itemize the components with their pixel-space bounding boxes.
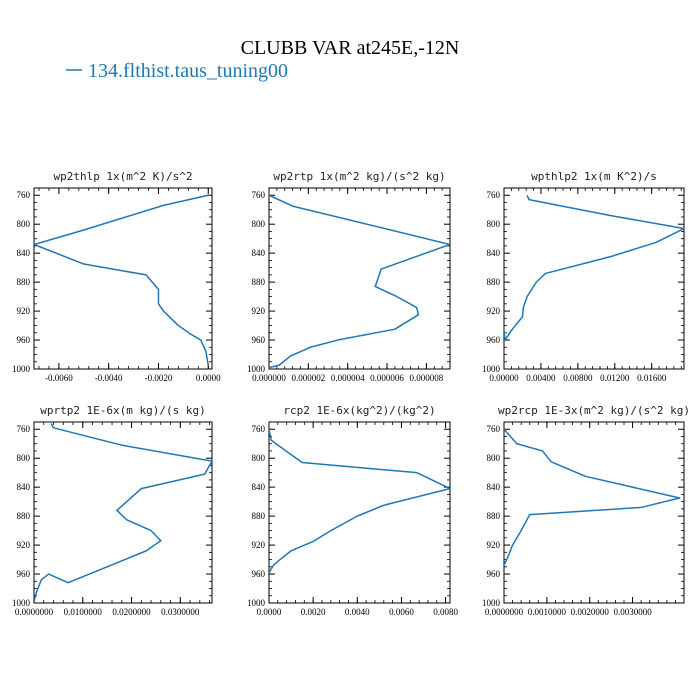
subplot-title: wp2thlp 1x(m^2 K)/s^2 <box>53 170 192 183</box>
x-tick-label: 0.000008 <box>410 373 444 383</box>
subplot-3: wpthlp2 1x(m K^2)/s 760 800 840 880 920 960 100… <box>482 170 685 383</box>
x-tick-label: 0.0080 <box>433 607 458 617</box>
y-tick-label: 880 <box>17 511 31 521</box>
y-tick-label: 840 <box>17 248 31 258</box>
series-line <box>504 428 681 566</box>
plot-frame <box>33 421 213 604</box>
figure-title: CLUBB VAR at245E,-12N <box>241 37 460 59</box>
y-tick-label: 760 <box>252 190 266 200</box>
y-tick-label: 880 <box>252 511 266 521</box>
y-tick-label: 1000 <box>482 364 501 374</box>
subplot-2: wp2rtp 1x(m^2 kg)/(s^2 kg) 760 800 840 880 92… <box>247 170 451 383</box>
y-tick-label: 760 <box>487 424 501 434</box>
y-tick-label: 800 <box>17 453 31 463</box>
series-line <box>34 423 212 602</box>
y-tick-label: 800 <box>252 219 266 229</box>
y-tick-label: 920 <box>252 540 266 550</box>
subplot-title: wp2rtp 1x(m^2 kg)/(s^2 kg) <box>273 170 445 183</box>
x-tick-label: 0.0000 <box>257 607 282 617</box>
x-tick-label: 0.000006 <box>370 373 404 383</box>
y-tick-label: 1000 <box>482 598 501 608</box>
x-tick-label: 0.0300000 <box>161 607 200 617</box>
y-tick-label: 960 <box>487 569 501 579</box>
x-tick-label: 0.0040 <box>345 607 370 617</box>
y-tick-label: 880 <box>252 277 266 287</box>
subplot-1: wp2thlp 1x(m^2 K)/s^2 760 800 840 880 920 960 1… <box>12 170 221 383</box>
x-tick-label: 0.0030000 <box>613 607 652 617</box>
series-line <box>504 194 684 341</box>
x-tick-label: 0.0060 <box>389 607 414 617</box>
x-tick-label: -0.0040 <box>95 373 123 383</box>
x-tick-label: -0.0020 <box>145 373 173 383</box>
y-tick-label: 880 <box>487 277 501 287</box>
y-tick-label: 800 <box>17 219 31 229</box>
subplot-4: wprtp2 1E-6x(m kg)/(s kg) 760 800 840 880 920… <box>12 404 213 617</box>
plot-frame <box>268 187 451 370</box>
x-tick-label: 0.0010000 <box>528 607 567 617</box>
y-tick-label: 760 <box>252 424 266 434</box>
y-tick-label: 920 <box>17 306 31 316</box>
x-tick-label: 0.01600 <box>637 373 667 383</box>
y-tick-label: 920 <box>487 306 501 316</box>
y-tick-label: 960 <box>487 335 501 345</box>
y-tick-label: 920 <box>487 540 501 550</box>
x-tick-label: -0.0060 <box>45 373 73 383</box>
y-tick-label: 800 <box>487 453 501 463</box>
x-tick-label: 0.0200000 <box>112 607 151 617</box>
x-tick-label: 0.0020000 <box>571 607 610 617</box>
y-tick-label: 840 <box>487 482 501 492</box>
x-tick-label: 0.0000000 <box>485 607 524 617</box>
subplot-6: wp2rcp 1E-3x(m^2 kg)/(s^2 kg) 760 800 840 88… <box>482 404 690 617</box>
y-tick-label: 840 <box>252 248 266 258</box>
x-tick-label: 0.0100000 <box>64 607 103 617</box>
y-tick-label: 800 <box>252 453 266 463</box>
x-tick-label: 0.00400 <box>526 373 556 383</box>
subplot-title: wp2rcp 1E-3x(m^2 kg)/(s^2 kg) <box>498 404 690 417</box>
x-tick-label: 0.000004 <box>331 373 365 383</box>
series-line <box>269 429 450 573</box>
subplot-title: wprtp2 1E-6x(m kg)/(s kg) <box>40 404 206 417</box>
y-tick-label: 960 <box>252 569 266 579</box>
y-tick-label: 920 <box>252 306 266 316</box>
subplot-title: rcp2 1E-6x(kg^2)/(kg^2) <box>283 404 435 417</box>
y-tick-label: 1000 <box>247 364 266 374</box>
y-tick-label: 1000 <box>12 364 31 374</box>
subplot-title: wpthlp2 1x(m K^2)/s <box>531 170 657 183</box>
x-tick-label: 0.0000000 <box>15 607 54 617</box>
x-tick-label: 0.01200 <box>600 373 630 383</box>
x-tick-label: 0.000002 <box>291 373 325 383</box>
y-tick-label: 960 <box>252 335 266 345</box>
y-tick-label: 1000 <box>247 598 266 608</box>
x-tick-label: 0.0020 <box>301 607 326 617</box>
y-tick-label: 760 <box>17 424 31 434</box>
series-line <box>269 194 450 369</box>
y-tick-label: 960 <box>17 335 31 345</box>
plot-frame <box>503 187 685 370</box>
y-tick-label: 840 <box>17 482 31 492</box>
x-tick-label: 0.00000 <box>489 373 519 383</box>
y-tick-label: 840 <box>487 248 501 258</box>
y-tick-label: 880 <box>17 277 31 287</box>
plot-frame <box>503 421 685 604</box>
y-tick-label: 760 <box>17 190 31 200</box>
y-tick-label: 920 <box>17 540 31 550</box>
plot-frame <box>33 187 213 370</box>
series-line <box>34 194 210 366</box>
y-tick-label: 1000 <box>12 598 31 608</box>
y-tick-label: 960 <box>17 569 31 579</box>
legend-label: 134.flthist.taus_tuning00 <box>88 60 288 82</box>
x-tick-label: 0.00800 <box>563 373 593 383</box>
x-tick-label: 0.000000 <box>252 373 286 383</box>
y-tick-label: 760 <box>487 190 501 200</box>
subplot-5: rcp2 1E-6x(kg^2)/(kg^2) 760 800 840 880 920 96… <box>247 404 458 617</box>
x-tick-label: 0.0000 <box>196 373 221 383</box>
y-tick-label: 840 <box>252 482 266 492</box>
y-tick-label: 800 <box>487 219 501 229</box>
subplot-grid: wp2thlp 1x(m^2 K)/s^2 760 800 840 880 920 960 1… <box>12 170 690 617</box>
plot-frame <box>268 421 451 604</box>
y-tick-label: 880 <box>487 511 501 521</box>
